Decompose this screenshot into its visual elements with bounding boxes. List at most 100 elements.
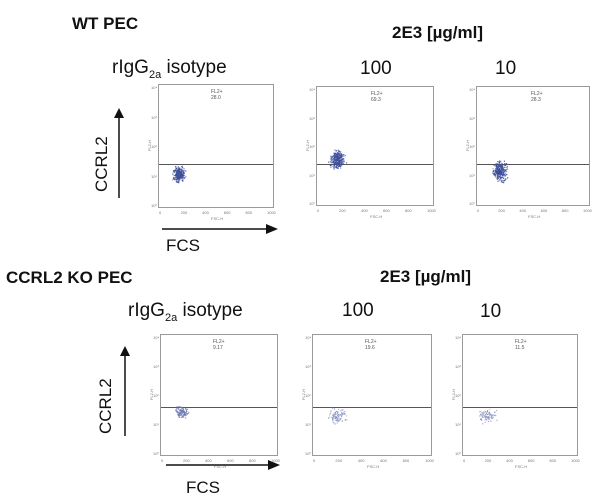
y-tick-label: 10¹ xyxy=(153,422,159,427)
gate-line xyxy=(477,164,589,165)
event-dot xyxy=(343,158,345,160)
event-dot xyxy=(486,410,488,413)
event-dot xyxy=(342,413,344,415)
event-dot xyxy=(481,419,483,421)
event-dot xyxy=(492,170,495,172)
event-dot xyxy=(338,162,340,164)
event-dot xyxy=(177,178,179,180)
event-dot xyxy=(495,176,497,178)
event-dot xyxy=(174,178,176,180)
event-dot xyxy=(179,174,181,176)
event-dot xyxy=(338,165,340,167)
event-dot xyxy=(342,161,344,163)
event-dot xyxy=(337,159,339,161)
event-dot xyxy=(178,171,180,173)
event-dot xyxy=(492,415,494,417)
event-dot xyxy=(502,174,504,176)
event-dot xyxy=(342,413,344,415)
event-dot xyxy=(502,179,504,182)
event-dot xyxy=(506,171,508,173)
event-dot xyxy=(180,409,182,411)
event-dot xyxy=(335,416,337,418)
event-dot xyxy=(185,408,187,410)
event-dot xyxy=(501,162,503,164)
event-dot xyxy=(338,408,340,410)
event-dot xyxy=(336,154,338,156)
event-dot xyxy=(329,412,332,414)
event-dot xyxy=(174,174,176,177)
event-dot xyxy=(499,179,501,181)
x-tick-label: 800 xyxy=(561,208,569,213)
event-dot xyxy=(482,414,484,416)
event-dot xyxy=(501,171,503,173)
event-dot xyxy=(341,159,343,161)
y-tick-label: 10¹ xyxy=(151,173,157,179)
event-dot xyxy=(485,416,487,418)
event-dot xyxy=(335,156,337,158)
event-dot xyxy=(490,414,492,417)
event-dot xyxy=(184,417,187,419)
event-dot xyxy=(499,170,501,172)
event-dot xyxy=(499,166,501,168)
event-dot xyxy=(506,174,508,176)
event-dot xyxy=(507,177,509,179)
conc-label-ko-100: 100 xyxy=(342,300,374,321)
event-dot xyxy=(177,173,179,175)
event-dot xyxy=(503,169,505,172)
event-dot xyxy=(496,172,498,174)
event-dot xyxy=(333,167,335,169)
event-dot xyxy=(339,165,341,167)
event-dot xyxy=(505,164,507,166)
x-tick-label: 800 xyxy=(402,458,410,463)
event-dot xyxy=(179,173,181,175)
event-dot xyxy=(340,159,342,161)
event-dot xyxy=(499,165,501,167)
event-dot xyxy=(334,149,336,151)
event-dot xyxy=(491,418,493,420)
event-dot xyxy=(484,414,487,416)
event-dot xyxy=(181,407,183,409)
event-dot xyxy=(181,174,183,176)
event-dot xyxy=(504,175,506,177)
event-dot xyxy=(177,414,179,417)
event-dot xyxy=(174,179,176,181)
event-dot xyxy=(338,154,340,156)
event-dot xyxy=(492,171,494,173)
event-dot xyxy=(177,408,179,410)
event-dot xyxy=(481,413,483,415)
event-dot xyxy=(337,162,339,164)
event-dot xyxy=(177,171,179,173)
event-dot xyxy=(493,174,495,176)
event-dot xyxy=(176,168,178,170)
event-dot xyxy=(341,421,343,423)
x-tick-label: 800 xyxy=(405,208,412,213)
event-dot xyxy=(178,411,180,413)
event-dot xyxy=(334,166,336,168)
event-dot xyxy=(337,160,339,162)
gate-label: FL2+ 19.6 xyxy=(365,339,377,351)
y-tick-label: 10⁰ xyxy=(151,203,158,208)
event-dot xyxy=(182,175,184,177)
event-dot xyxy=(333,414,335,416)
event-dot xyxy=(336,155,338,157)
event-dot xyxy=(334,162,337,164)
event-dot xyxy=(496,169,498,171)
y-tick-label: 10⁰ xyxy=(469,201,476,206)
event-dot xyxy=(495,165,497,167)
conc-label-ko-10: 10 xyxy=(480,301,502,322)
event-dot xyxy=(181,416,183,418)
y-axis-name: FL2-H xyxy=(301,388,307,401)
event-dot xyxy=(174,169,176,171)
event-dot xyxy=(343,161,345,163)
event-dot xyxy=(332,414,334,417)
x-tick-label: 200 xyxy=(498,208,505,213)
event-dot xyxy=(336,412,338,414)
panel-title-ko: CCRL2 KO PEC xyxy=(6,268,133,287)
event-dot xyxy=(174,173,177,175)
gate-label: FL2+ 9.17 xyxy=(213,339,225,351)
event-dot xyxy=(493,415,495,417)
event-dot xyxy=(180,173,182,175)
event-dot xyxy=(491,414,493,416)
event-dot xyxy=(497,173,499,175)
event-dot xyxy=(342,409,344,411)
